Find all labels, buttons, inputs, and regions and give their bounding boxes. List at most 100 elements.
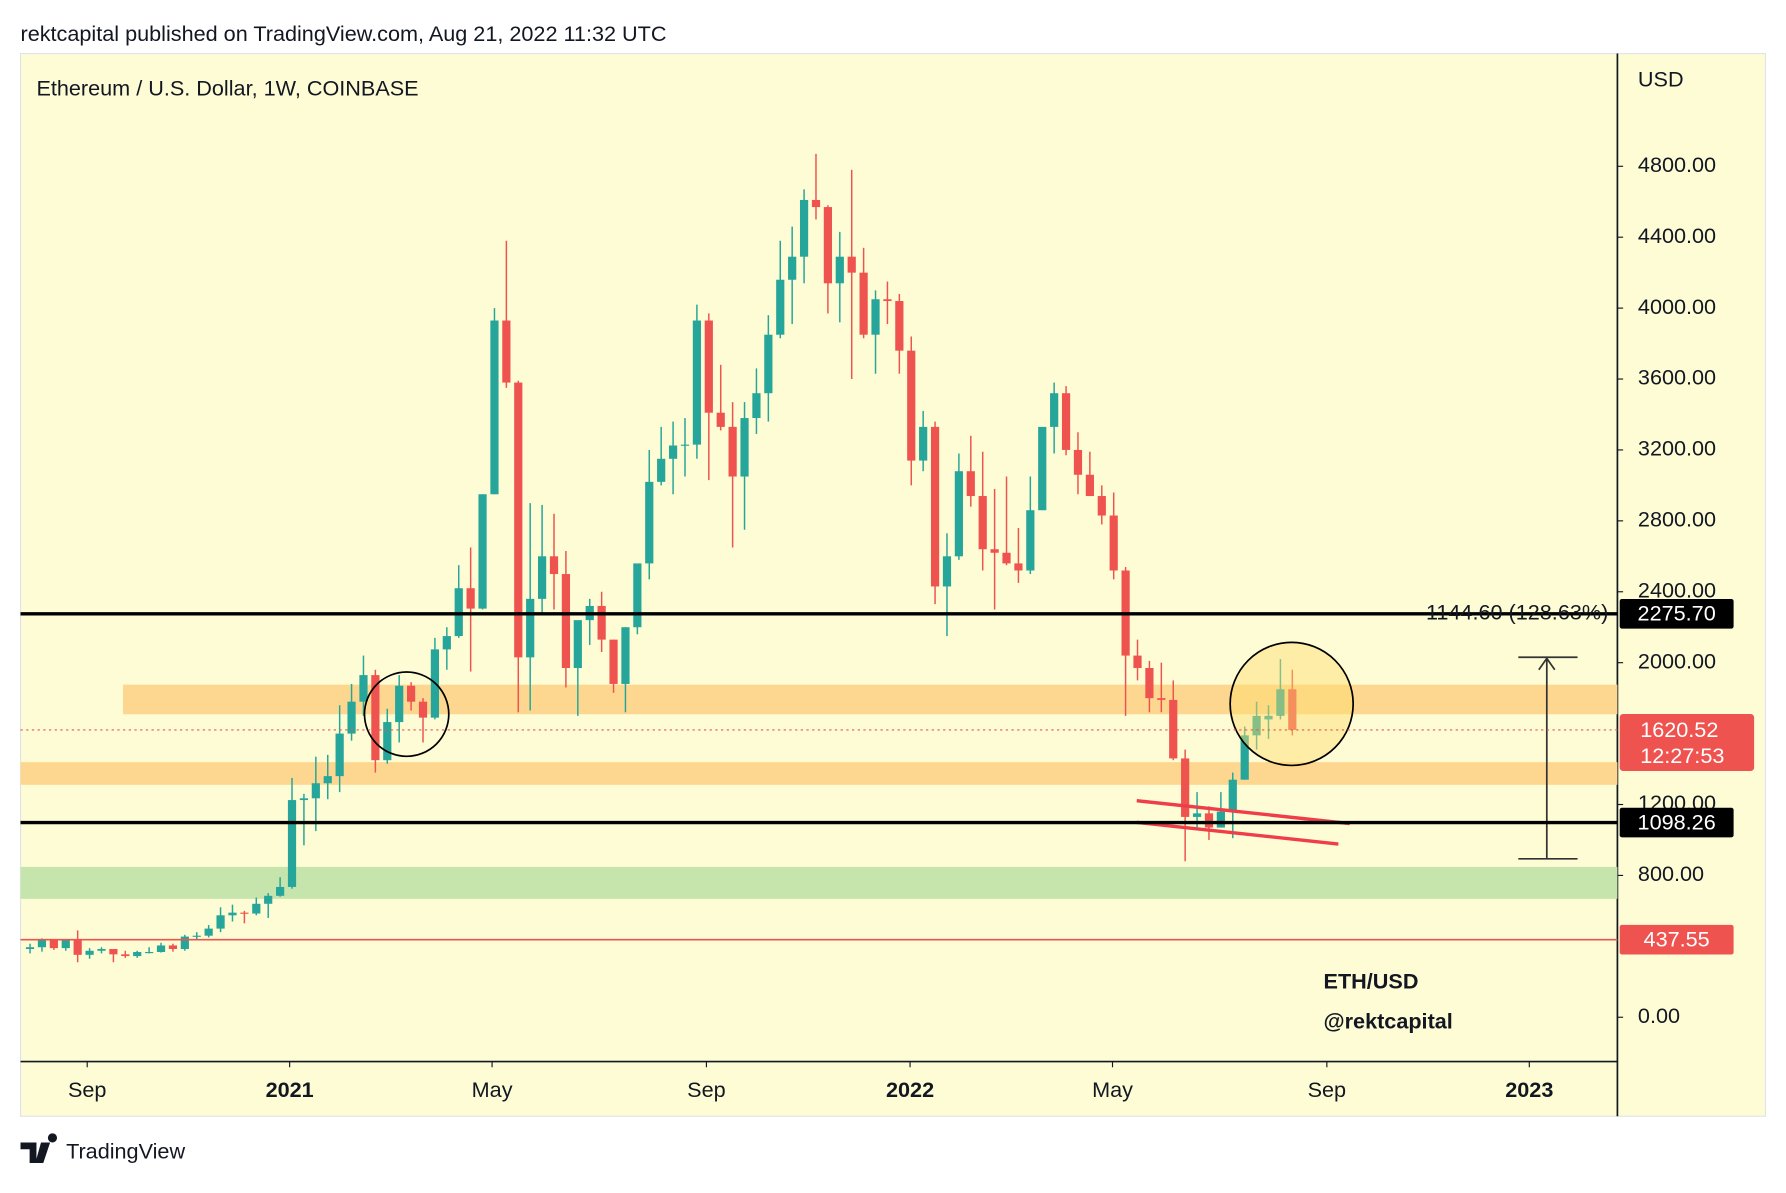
candle-body: [97, 948, 106, 951]
candle-body: [1026, 510, 1035, 571]
price-label-bg: [1619, 807, 1734, 838]
drawings: [363, 641, 1578, 860]
candle-body: [168, 945, 178, 949]
candle-body: [859, 272, 868, 335]
candle-body: [990, 549, 999, 553]
candle-body: [692, 320, 702, 445]
x-tick-label: Sep: [68, 1077, 106, 1102]
candle-body: [1097, 496, 1106, 516]
candle-body: [335, 733, 344, 777]
candle-body: [978, 496, 987, 550]
logo-icon: [20, 1133, 58, 1163]
candle-body: [287, 800, 297, 887]
candle-body: [764, 334, 773, 394]
candle-body: [323, 776, 332, 784]
trendline: [1136, 799, 1350, 826]
candle-body: [526, 598, 535, 658]
y-tick-label: 4400.00: [1638, 223, 1716, 248]
candle-body: [61, 940, 70, 949]
watermark: @rektcapital: [1324, 1009, 1453, 1034]
candle-body: [847, 256, 856, 273]
candle-body: [537, 556, 547, 599]
candle-body: [1252, 715, 1261, 736]
candle-body: [311, 783, 320, 799]
candle-body: [645, 481, 654, 564]
y-tick-label: 3600.00: [1638, 365, 1716, 390]
candle-body: [1276, 689, 1285, 716]
candle-body: [966, 471, 975, 497]
footer: TradingView: [66, 1138, 185, 1163]
candle-body: [752, 393, 761, 419]
candle-body: [490, 320, 499, 495]
candle-body: [478, 494, 487, 609]
candle-body: [264, 895, 273, 904]
y-tick-label: 800.00: [1638, 861, 1704, 886]
candle-body: [121, 954, 130, 957]
zone: [20, 762, 1618, 785]
candle-body: [502, 320, 511, 383]
x-tick-label: 2023: [1505, 1077, 1553, 1102]
candle-body: [680, 444, 690, 446]
last-price-bg: [1619, 714, 1755, 771]
candle-body: [930, 426, 940, 587]
candle-body: [657, 458, 666, 482]
candles: [25, 153, 1297, 963]
x-tick-label: Sep: [687, 1077, 725, 1102]
candle-body: [371, 675, 380, 761]
candle-body: [1216, 811, 1225, 828]
candle-body: [823, 207, 832, 284]
y-tick-label: 2800.00: [1638, 507, 1716, 532]
candle-body: [109, 948, 118, 955]
candle-body: [895, 301, 904, 351]
header: rektcapital published on TradingView.com…: [21, 21, 667, 46]
candle-body: [37, 940, 47, 948]
candle-body: [621, 627, 630, 684]
chart-title: Ethereum / U.S. Dollar, 1W, COINBASE: [36, 76, 418, 101]
candle-body: [395, 685, 404, 723]
circle: [363, 671, 450, 758]
candle-body: [1181, 758, 1190, 817]
candle-body: [514, 382, 523, 658]
x-tick-label: 2022: [886, 1077, 934, 1102]
candle-body: [549, 556, 559, 575]
candle-body: [1038, 426, 1047, 511]
x-tick-label: Sep: [1308, 1077, 1346, 1102]
candle-body: [1014, 563, 1023, 571]
candle-body: [788, 256, 797, 280]
candle-body: [1145, 667, 1154, 699]
measure-label: 1144.60 (128.63%): [1426, 600, 1608, 625]
candle-body: [704, 320, 713, 413]
candle-body: [299, 798, 309, 801]
chart-bg: [19, 52, 1767, 1117]
candle-body: [252, 903, 261, 914]
candle-body: [73, 940, 82, 955]
candle-body: [204, 928, 213, 936]
candle-body: [216, 915, 225, 929]
trendline: [1136, 820, 1339, 846]
candle-body: [156, 945, 166, 953]
candle-body: [776, 279, 785, 335]
candle-body: [573, 620, 582, 668]
candle-body: [871, 299, 880, 335]
candle-body: [442, 636, 451, 650]
candle-body: [276, 886, 285, 896]
candle-body: [1050, 393, 1059, 427]
candle-body: [811, 199, 821, 208]
price-label: 1098.26: [1638, 809, 1716, 834]
candle-body: [1109, 515, 1118, 571]
candle-body: [609, 639, 618, 684]
x-tick-label: May: [472, 1077, 513, 1102]
candle-body: [1061, 393, 1071, 450]
x-tick-label: May: [1092, 1077, 1133, 1102]
price-label: 2275.70: [1638, 601, 1716, 626]
candle-body: [383, 722, 392, 761]
candle-body: [1192, 813, 1202, 817]
candle-body: [49, 940, 58, 949]
candle-body: [883, 299, 892, 302]
watermark: ETH/USD: [1324, 969, 1419, 994]
candle-body: [633, 563, 642, 628]
candle-body: [1085, 474, 1094, 497]
y-tick-label: 2400.00: [1638, 577, 1716, 602]
